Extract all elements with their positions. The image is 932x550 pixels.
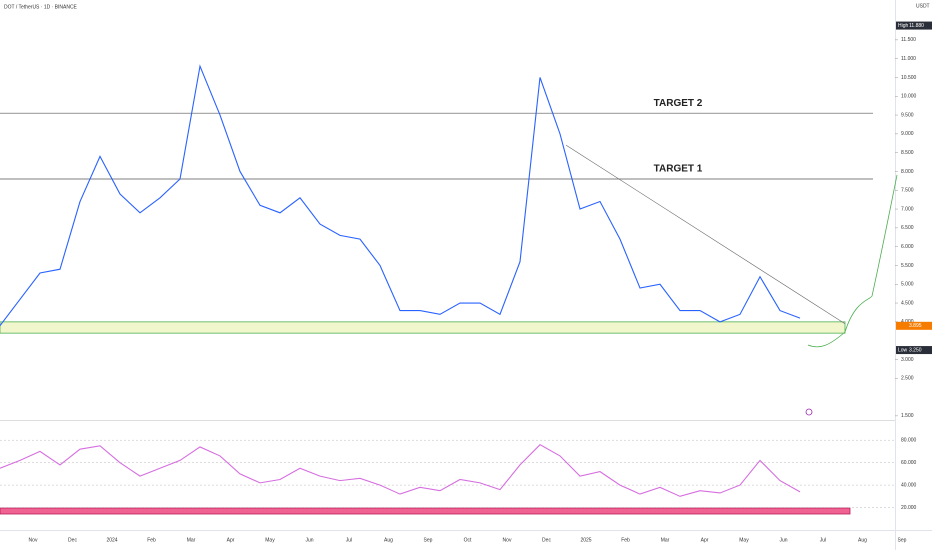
indicator-band (0, 507, 851, 515)
x-tick-label: Dec (68, 537, 77, 543)
x-tick-label: Apr (701, 537, 709, 543)
x-tick-label: May (265, 537, 275, 543)
y-tick-label: 11.500 (901, 37, 916, 43)
low-value: 3.250 (909, 347, 922, 353)
y-tick-label: 4.500 (901, 300, 914, 306)
x-tick-label: Jun (305, 537, 313, 543)
last-value: 3.895 (909, 323, 922, 329)
x-tick-label: Mar (661, 537, 670, 543)
y-tick-label: 11.000 (901, 56, 916, 62)
currency-label: USDT (916, 3, 930, 9)
axis-border (895, 0, 896, 550)
y-tick-label: 6.000 (901, 244, 914, 250)
x-tick-label: Feb (147, 537, 156, 543)
y-tick-label: 9.000 (901, 131, 914, 137)
y-tick-label: 6.500 (901, 225, 914, 231)
indicator-tick-label: 20.000 (901, 505, 917, 511)
indicator-tick-label: 40.000 (901, 482, 917, 488)
x-tick-label: May (739, 537, 749, 543)
y-tick-label: 1.500 (901, 413, 914, 419)
price-line (0, 64, 801, 326)
y-tick-label: 10.500 (901, 75, 917, 81)
high-name: High (898, 23, 909, 29)
y-tick-label: 5.000 (901, 282, 914, 288)
y-tick-label: 8.000 (901, 169, 914, 175)
x-tick-label: Sep (898, 537, 907, 543)
x-tick-label: 2025 (580, 537, 591, 543)
y-tick-label: 8.500 (901, 150, 914, 156)
low-name: Low (898, 347, 908, 353)
indicator-tick-label: 80.000 (901, 438, 917, 444)
x-tick-label: Jun (779, 537, 787, 543)
target-label: TARGET 1 (654, 164, 703, 175)
y-tick-label: 9.500 (901, 112, 914, 118)
x-tick-label: Apr (227, 537, 235, 543)
x-tick-label: Mar (187, 537, 196, 543)
pane-separator (0, 420, 895, 421)
y-tick-label: 7.000 (901, 206, 914, 212)
y-tick-label: 3.000 (901, 357, 914, 363)
high-badge (896, 21, 932, 30)
x-tick-label: Aug (858, 537, 867, 543)
x-tick-label: Nov (29, 537, 38, 543)
support-zone (0, 321, 846, 334)
x-tick-label: Dec (542, 537, 551, 543)
time-axis-border (0, 530, 932, 531)
indicator-tick-label: 60.000 (901, 460, 917, 466)
indicator-line (0, 444, 801, 497)
trendline (565, 144, 846, 324)
x-tick-label: 2024 (106, 537, 117, 543)
high-value: 11.880 (909, 23, 924, 29)
x-tick-label: Nov (503, 537, 512, 543)
low-badge (896, 346, 932, 355)
x-tick-label: Oct (464, 537, 472, 543)
x-tick-label: Aug (384, 537, 393, 543)
y-tick-label: 5.500 (901, 263, 914, 269)
y-tick-label: 2.500 (901, 376, 914, 382)
x-tick-label: Feb (621, 537, 630, 543)
event-marker[interactable] (805, 408, 813, 416)
x-tick-label: Sep (424, 537, 433, 543)
y-tick-label: 7.500 (901, 188, 914, 194)
target-label: TARGET 2 (654, 98, 703, 109)
x-tick-label: Jul (346, 537, 352, 543)
last-badge (896, 321, 932, 330)
symbol-title: DOT / TetherUS · 1D · BINANCE (4, 4, 78, 10)
x-tick-label: Jul (820, 537, 826, 543)
forecast-path (807, 174, 898, 348)
y-tick-label: 10.000 (901, 94, 917, 100)
